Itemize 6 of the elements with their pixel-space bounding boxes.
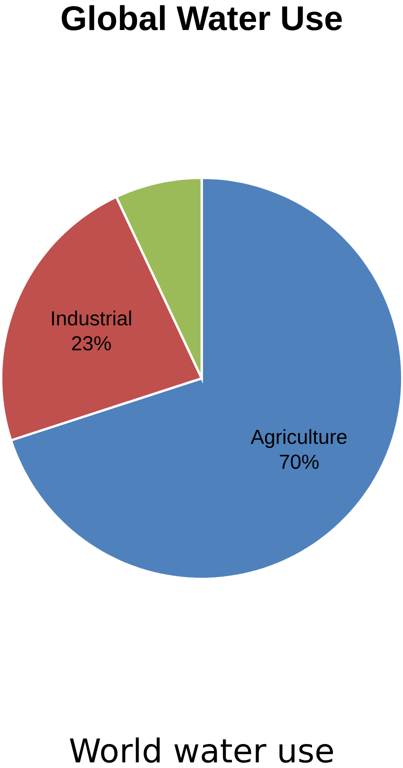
data-label: 70%: [280, 454, 318, 469]
text: World water use: [70, 737, 333, 763]
chart-title: Global Water Use: [62, 5, 342, 30]
data-label: 23%: [72, 336, 111, 350]
slice-label: Industrial: [52, 310, 131, 326]
slice-label: Agriculture: [250, 429, 346, 448]
